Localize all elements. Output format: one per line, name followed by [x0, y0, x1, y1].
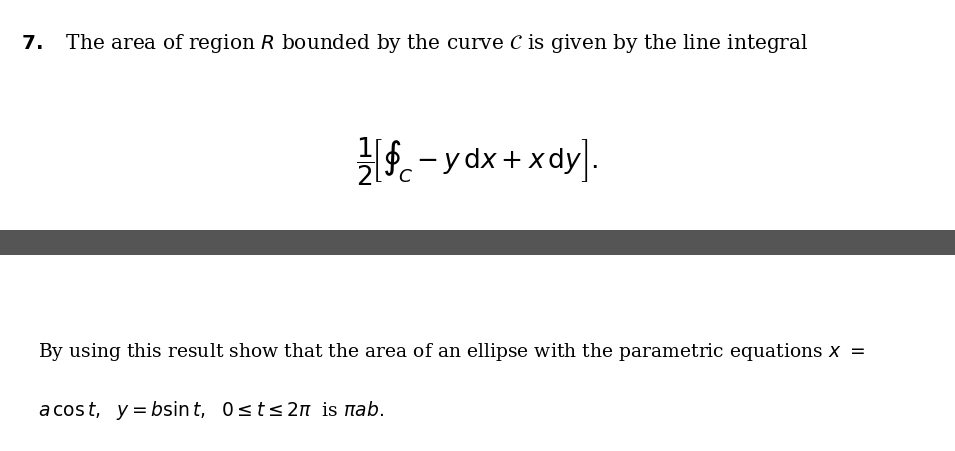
- Text: $\dfrac{1}{2}\!\left[\oint_{\!C} -y\,\mathrm{d}x + x\,\mathrm{d}y\right].$: $\dfrac{1}{2}\!\left[\oint_{\!C} -y\,\ma…: [356, 135, 599, 188]
- Text: By using this result show that the area of an ellipse with the parametric equati: By using this result show that the area …: [38, 341, 865, 363]
- Text: $\mathbf{7.}$   The area of region $R$ bounded by the curve $\mathcal{C}$ is giv: $\mathbf{7.}$ The area of region $R$ bou…: [21, 32, 809, 55]
- Bar: [0, 230, 955, 255]
- Text: $a\,\cos t,\ \ y = b\sin t,\ \ 0 \leq t \leq 2\pi\ $ is $\pi ab.$: $a\,\cos t,\ \ y = b\sin t,\ \ 0 \leq t …: [38, 399, 384, 422]
